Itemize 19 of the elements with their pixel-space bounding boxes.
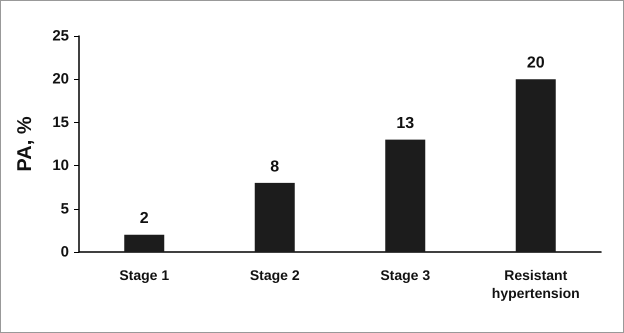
- data-label: 20: [526, 54, 545, 72]
- data-label: 13: [396, 115, 414, 132]
- bar: [254, 182, 295, 252]
- x-tick-label: Stage 3: [380, 267, 430, 283]
- x-tick-label: Stage 2: [250, 267, 300, 283]
- data-label: 2: [140, 210, 149, 228]
- x-tick-label: Resistant hypertension: [492, 267, 580, 301]
- data-label: 8: [270, 158, 280, 176]
- x-tick-label: Stage 1: [119, 267, 170, 283]
- y-tick-label: 25: [52, 28, 69, 44]
- y-tick-label: 10: [52, 157, 69, 174]
- y-tick-label: 15: [52, 114, 69, 131]
- y-axis-title: PA, %: [14, 116, 36, 172]
- y-tick-label: 5: [60, 200, 69, 218]
- bar: [385, 140, 426, 252]
- bar: [516, 79, 556, 252]
- bar: [124, 234, 164, 252]
- y-tick-label: 20: [52, 70, 69, 88]
- y-tick-label: 0: [60, 244, 69, 260]
